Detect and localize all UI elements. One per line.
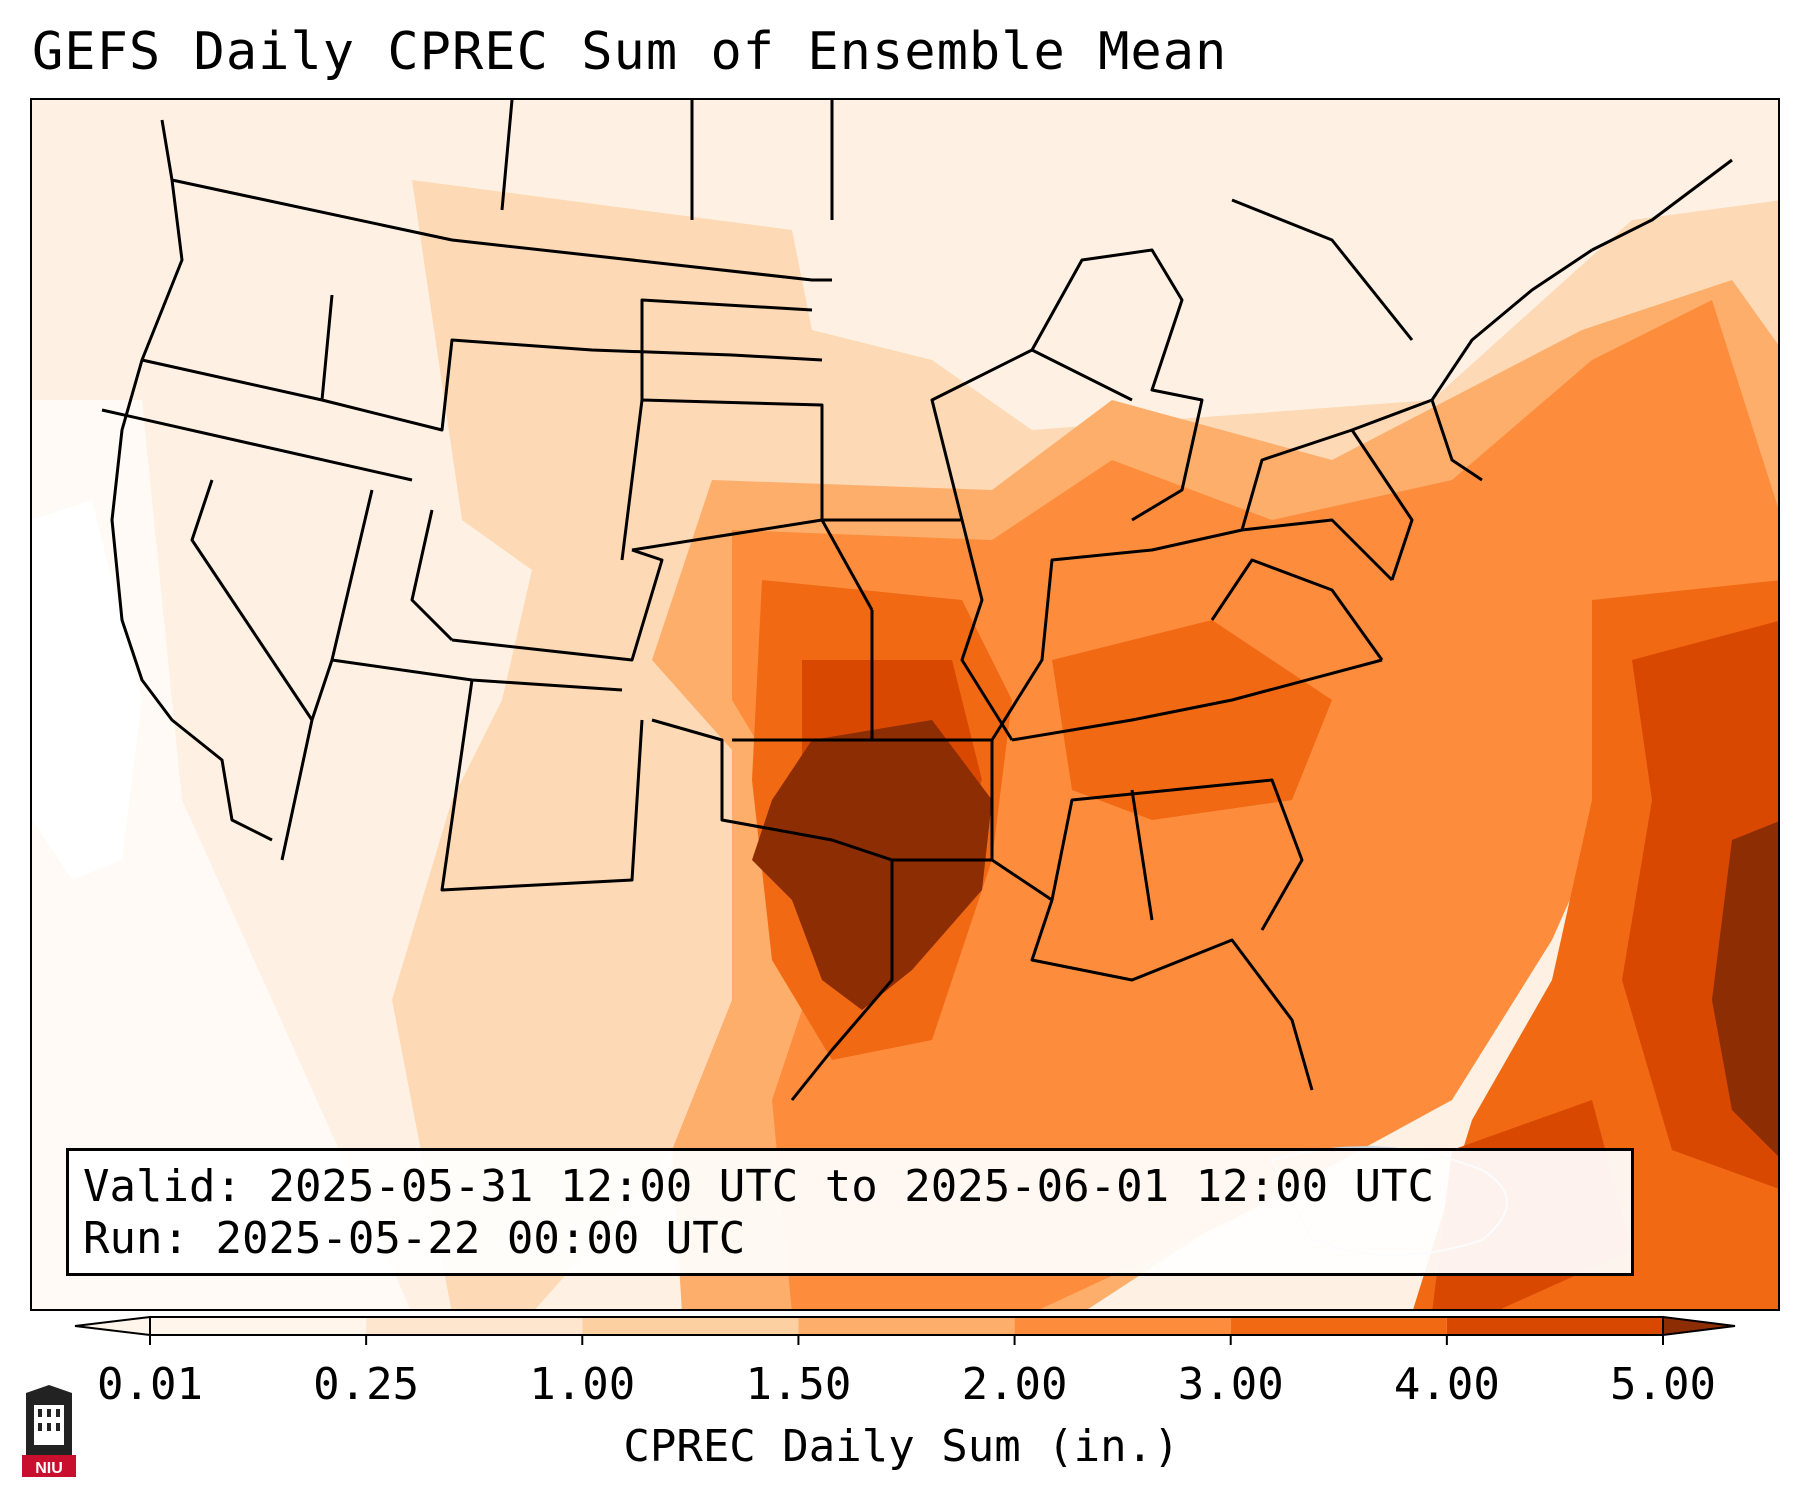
colorbar-segment bbox=[366, 1317, 583, 1335]
colorbar-segment bbox=[150, 1317, 367, 1335]
colorbar-outline bbox=[149, 1316, 1664, 1336]
valid-row: Valid: 2025-05-31 12:00 UTC to 2025-06-0… bbox=[83, 1161, 1617, 1213]
colorbar-tick-label: 2.00 bbox=[961, 1359, 1068, 1410]
colorbar-segment bbox=[582, 1317, 799, 1335]
run-row: Run: 2025-05-22 00:00 UTC bbox=[83, 1213, 1617, 1265]
valid-value: 2025-05-31 12:00 UTC to 2025-06-01 12:00… bbox=[268, 1161, 1435, 1212]
map-title: GEFS Daily CPREC Sum of Ensemble Mean bbox=[32, 22, 1228, 82]
colorbar-segment bbox=[1014, 1317, 1231, 1335]
colorbar-tick-label: 3.00 bbox=[1177, 1359, 1284, 1410]
niu-logo: NIU bbox=[20, 1385, 78, 1477]
colorbar-tick-label: 1.50 bbox=[745, 1359, 852, 1410]
colorbar-tick-label: 5.00 bbox=[1610, 1359, 1716, 1410]
logo-text: NIU bbox=[35, 1460, 63, 1477]
valid-label: Valid: bbox=[83, 1161, 242, 1212]
colorbar-extend-high bbox=[1662, 1315, 1736, 1337]
colorbar-segment bbox=[798, 1317, 1015, 1335]
valid-run-info-box: Valid: 2025-05-31 12:00 UTC to 2025-06-0… bbox=[66, 1148, 1634, 1276]
colorbar-tick-label: 0.01 bbox=[97, 1359, 203, 1410]
precipitation-map bbox=[30, 98, 1780, 1311]
run-value: 2025-05-22 00:00 UTC bbox=[215, 1213, 746, 1264]
colorbar-tick-label: 4.00 bbox=[1393, 1359, 1500, 1410]
colorbar-tick-label: 1.00 bbox=[529, 1359, 636, 1410]
run-label: Run: bbox=[83, 1213, 189, 1264]
colorbar-tick-label: 0.25 bbox=[313, 1359, 420, 1410]
colorbar-segment bbox=[1230, 1317, 1447, 1335]
colorbar-title: CPREC Daily Sum (in.) bbox=[623, 1421, 1180, 1472]
colorbar bbox=[74, 1315, 1736, 1345]
colorbar-segment bbox=[1446, 1317, 1663, 1335]
colorbar-extend-low bbox=[74, 1315, 151, 1337]
